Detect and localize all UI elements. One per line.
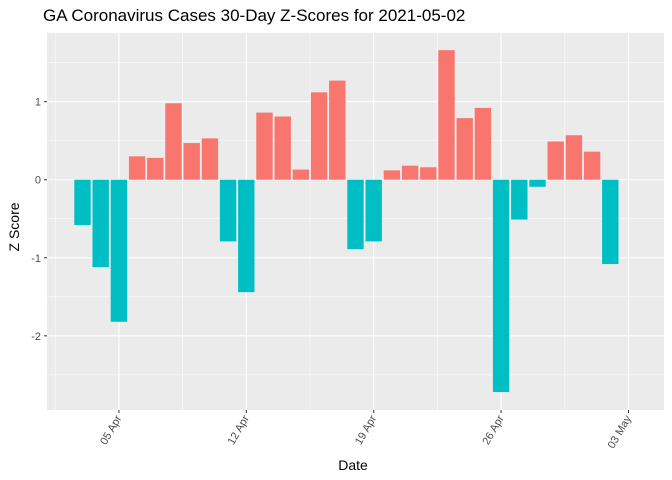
bar — [183, 143, 200, 180]
bar — [565, 135, 583, 180]
bar — [165, 103, 182, 180]
y-tick-label: -1 — [31, 253, 41, 265]
x-tick-label: 03 May — [606, 413, 635, 451]
bar — [583, 151, 601, 180]
bar — [201, 138, 219, 180]
bar — [602, 179, 619, 265]
bars — [74, 50, 619, 393]
y-tick-label: 0 — [35, 175, 41, 187]
y-tick-label: -2 — [31, 331, 41, 343]
bar — [456, 118, 473, 180]
bar — [365, 179, 382, 242]
bar — [420, 167, 437, 180]
y-axis-title: Z Score — [6, 202, 22, 251]
bar — [529, 179, 546, 187]
bar — [74, 179, 91, 226]
bar — [219, 179, 237, 242]
bar — [347, 179, 364, 250]
bar — [547, 141, 564, 180]
chart-title: GA Coronavirus Cases 30-Day Z-Scores for… — [43, 6, 466, 25]
y-tick-label: 1 — [35, 97, 41, 109]
bar — [511, 179, 528, 220]
x-tick-label: 05 Apr — [98, 413, 124, 447]
bar — [401, 165, 419, 180]
bar — [329, 80, 346, 180]
bar — [292, 169, 310, 180]
bar — [147, 157, 164, 180]
bar — [474, 107, 492, 180]
bar — [274, 116, 291, 180]
x-tick-label: 26 Apr — [480, 413, 506, 447]
bar — [92, 179, 109, 268]
bar — [128, 156, 146, 180]
bar — [492, 179, 510, 393]
x-tick-label: 12 Apr — [226, 413, 252, 447]
bar — [238, 179, 255, 293]
bar — [383, 170, 401, 180]
bar — [256, 112, 273, 180]
x-axis-title: Date — [338, 457, 368, 473]
x-tick-label: 19 Apr — [353, 413, 379, 447]
bar — [310, 92, 328, 180]
bar — [438, 50, 455, 180]
bar — [110, 179, 128, 322]
